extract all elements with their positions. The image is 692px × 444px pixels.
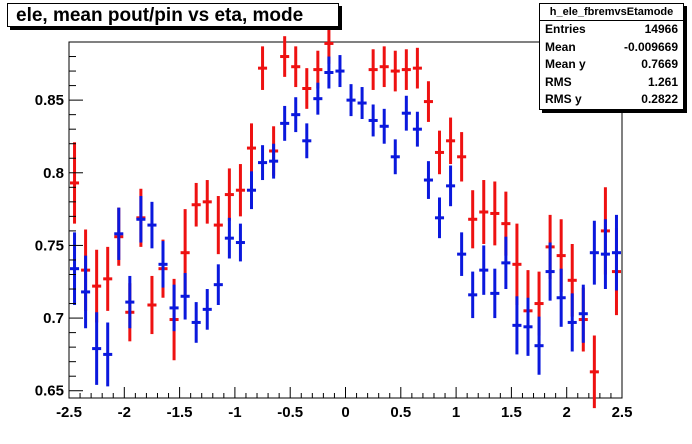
x-tick-label: 1 <box>452 404 460 421</box>
y-tick-label: 0.65 <box>35 383 64 400</box>
x-tick-label: -1.5 <box>167 404 193 421</box>
y-tick-label: 0.85 <box>35 92 64 109</box>
stats-value: 1.261 <box>647 74 678 89</box>
stats-box: h_ele_fbremvsEtamode Entries 14966 Mean … <box>539 3 684 110</box>
x-tick-label: -0.5 <box>277 404 303 421</box>
stats-row-mean: Mean -0.009669 <box>540 39 683 57</box>
x-tick-label: 0 <box>341 404 349 421</box>
x-tick-label: 0.5 <box>390 404 411 421</box>
x-tick-label: 2.5 <box>612 404 633 421</box>
stats-value: -0.009669 <box>623 39 678 54</box>
x-tick-label: 1.5 <box>501 404 522 421</box>
plot-frame <box>68 41 623 399</box>
stats-label: RMS y <box>545 92 582 106</box>
stats-value: 0.2822 <box>641 92 678 106</box>
stats-row-rms: RMS 1.261 <box>540 74 683 92</box>
stats-label: RMS <box>545 74 572 89</box>
stats-row-entries: Entries 14966 <box>540 21 683 39</box>
x-tick-label: -2 <box>118 404 131 421</box>
y-tick-label: 0.7 <box>43 310 64 327</box>
x-tick-label: -2.5 <box>56 404 82 421</box>
chart-title: ele, mean pout/pin vs eta, mode <box>16 5 304 26</box>
stats-row-rms-y: RMS y 0.2822 <box>540 91 683 109</box>
stats-value: 0.7669 <box>641 57 678 71</box>
title-box: ele, mean pout/pin vs eta, mode <box>7 3 339 27</box>
x-tick-label: 2 <box>563 404 571 421</box>
stats-label: Mean y <box>545 57 586 71</box>
y-tick-label: 0.75 <box>35 237 64 254</box>
x-tick-label: -1 <box>228 404 241 421</box>
stats-row-mean-y: Mean y 0.7669 <box>540 56 683 74</box>
stats-label: Mean <box>545 39 576 54</box>
y-tick-label: 0.8 <box>43 165 64 182</box>
stats-histogram-name: h_ele_fbremvsEtamode <box>540 4 683 21</box>
stats-label: Entries <box>545 22 586 36</box>
axes: -2.5 -2 -1.5 -1 -0.5 0 0.5 1 1.5 2 2.5 0.65 0.7 0.75 0… <box>35 41 633 421</box>
stats-value: 14966 <box>644 22 678 36</box>
data-series <box>70 23 621 409</box>
plot-area <box>68 41 623 399</box>
